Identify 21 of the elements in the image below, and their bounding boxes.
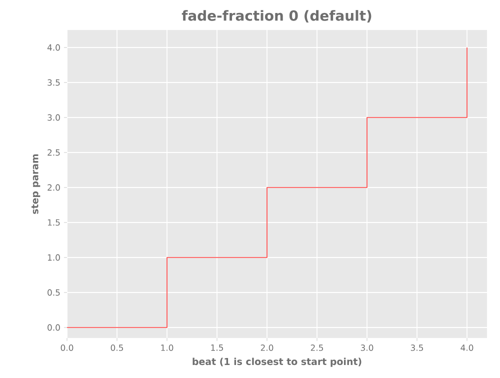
y-tick-label: 0.0 (48, 324, 60, 331)
y-tick-label: 3.5 (48, 79, 60, 86)
y-tick-label: 2.5 (48, 149, 60, 156)
y-tick-label: 1.0 (48, 254, 60, 261)
y-tick-label: 0.5 (48, 289, 60, 296)
x-tick-label: 0.5 (110, 344, 123, 351)
x-tick-label: 1.0 (161, 344, 174, 351)
y-tick-label: 1.5 (48, 219, 60, 226)
x-tick-label: 2.5 (310, 344, 323, 351)
y-axis-title: step param (32, 154, 40, 214)
chart-title: fade-fraction 0 (default) (182, 10, 372, 23)
x-axis-title: beat (1 is closest to start point) (192, 358, 362, 367)
x-tick-label: 1.5 (211, 344, 223, 351)
x-tick-label: 3.0 (360, 344, 374, 351)
x-tick-label: 3.5 (410, 344, 423, 351)
y-tick-label: 3.0 (48, 114, 60, 121)
y-tick-label: 2.0 (48, 184, 60, 191)
x-tick-label: 0.0 (60, 344, 74, 351)
x-tick-label: 2.0 (260, 344, 274, 351)
y-tick-label: 4.0 (47, 44, 60, 51)
x-tick-label: 4.0 (460, 344, 474, 351)
